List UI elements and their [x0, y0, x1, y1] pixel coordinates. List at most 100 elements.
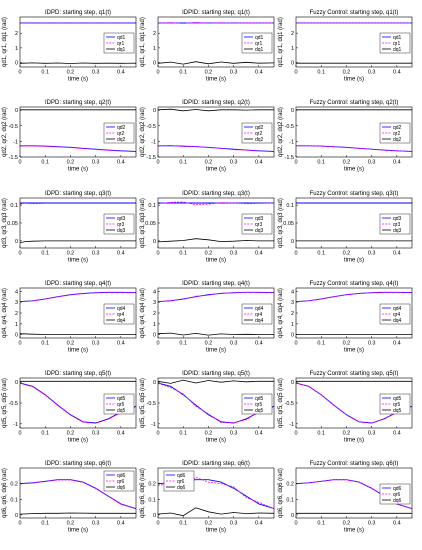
- x-tick-label: 0.4: [393, 70, 401, 76]
- chart-panel-4: IDPD: starting step, q2(t) 0 0.1 0.2 0.3 0.4 0…: [2, 100, 137, 173]
- x-tick-label: 0.1: [41, 521, 49, 527]
- x-tick-label: 0: [156, 251, 159, 257]
- x-tick-label: 0.1: [41, 70, 49, 76]
- legend-box: [241, 303, 273, 325]
- y-axis-label: qd6, qr6, dq6 (rad): [140, 468, 146, 518]
- legend-label: qd5: [393, 396, 402, 402]
- x-tick-label: 0.3: [230, 431, 238, 437]
- x-axis-label: time (s): [344, 167, 364, 173]
- y-tick-label: -0.5: [9, 401, 18, 407]
- y-axis-label: qd5, qr5, dq5 (rad): [2, 378, 8, 428]
- x-tick-label: 0.1: [41, 251, 49, 257]
- legend-box: [103, 303, 135, 325]
- x-axis-label: time (s): [206, 438, 226, 444]
- series-line-qd4: [20, 291, 136, 303]
- y-tick-label: 0.1: [286, 497, 294, 503]
- chart-panel-3: Fuzzy Control: starting step, q1(t) 0 0.1 0…: [278, 10, 413, 83]
- legend-box: [379, 213, 411, 235]
- legend-box: [241, 122, 273, 144]
- x-tick-label: 0.4: [117, 160, 125, 166]
- x-tick-label: 0: [156, 521, 159, 527]
- x-tick-label: 0.1: [179, 160, 187, 166]
- series-line-qr3: [20, 202, 136, 205]
- x-tick-label: 0.3: [230, 160, 238, 166]
- y-axis-label: qd2, qr2, dq2 (rad): [140, 107, 146, 157]
- chart-panel-7: IDPD: starting step, q3(t) 0 0.1 0.2 0.3 0.4 0…: [2, 191, 137, 264]
- legend-label: qr3: [255, 222, 262, 228]
- y-tick-label: 0.1: [10, 497, 18, 503]
- legend-label: qd3: [255, 216, 264, 222]
- chart-title: Fuzzy Control: starting step, q6(t): [310, 461, 399, 467]
- legend-box: [379, 483, 411, 505]
- y-axis-label: qd6, qr6, dq6 (rad): [278, 468, 284, 518]
- legend-label: qd2: [393, 125, 402, 131]
- x-tick-label: 0.1: [41, 341, 49, 347]
- legend-box: [103, 32, 135, 54]
- y-tick-label: 4: [291, 289, 294, 295]
- series-line-dq4: [20, 333, 136, 335]
- x-tick-label: 0.2: [205, 251, 213, 257]
- chart-title: IDPD: starting step, q2(t): [45, 100, 111, 106]
- y-tick-label: 0: [15, 513, 18, 519]
- x-tick-label: 0.1: [317, 251, 325, 257]
- x-tick-label: 0: [294, 431, 297, 437]
- y-tick-label: 0: [153, 61, 156, 67]
- legend-label: dq5: [255, 408, 264, 414]
- x-tick-label: 0: [18, 521, 21, 527]
- y-tick-label: -0.5: [147, 401, 156, 407]
- series-line-qd4: [296, 291, 412, 303]
- legend-label: dq6: [393, 498, 402, 504]
- x-tick-label: 0.4: [393, 431, 401, 437]
- legend-label: qr2: [393, 131, 400, 137]
- legend-label: dq3: [255, 228, 264, 234]
- y-tick-label: -1.5: [285, 155, 294, 161]
- y-tick-label: 0.1: [148, 497, 156, 503]
- y-tick-label: 0.2: [10, 482, 18, 488]
- plot-frame: [19, 467, 137, 519]
- x-tick-label: 0.3: [92, 341, 100, 347]
- legend-label: qr1: [393, 41, 400, 47]
- legend-box: [241, 393, 273, 415]
- series-line-qd2: [296, 145, 412, 152]
- y-tick-label: -1.5: [147, 155, 156, 161]
- x-axis-label: time (s): [206, 167, 226, 173]
- chart-panel-15: Fuzzy Control: starting step, q5(t) 0 0.1 0…: [278, 371, 413, 444]
- series-line-dq6: [158, 507, 274, 517]
- legend-label: qr1: [255, 41, 262, 47]
- y-tick-label: -1: [289, 422, 294, 428]
- x-axis-label: time (s): [344, 77, 364, 83]
- y-tick-label: 4: [153, 289, 156, 295]
- x-tick-label: 0.1: [317, 431, 325, 437]
- plot-frame: [19, 16, 137, 68]
- legend-label: qr3: [393, 222, 400, 228]
- y-tick-label: -1: [151, 422, 156, 428]
- x-tick-label: 0: [18, 160, 21, 166]
- x-tick-label: 0.1: [179, 70, 187, 76]
- series-line-qr4: [296, 292, 412, 303]
- y-axis-label: qd2, qr2, dq2 (rad): [2, 107, 8, 157]
- series-line-dq5: [158, 379, 274, 384]
- y-tick-label: -0.5: [147, 124, 156, 130]
- legend-box: [241, 213, 273, 235]
- x-tick-label: 0: [18, 341, 21, 347]
- y-tick-label: -1: [13, 139, 18, 145]
- chart-title: IDPD: starting step, q3(t): [45, 191, 111, 197]
- x-tick-label: 0.4: [393, 521, 401, 527]
- legend-label: dq2: [117, 137, 126, 143]
- legend-label: qr6: [393, 492, 400, 498]
- x-axis-label: time (s): [68, 77, 88, 83]
- plot-frame: [295, 16, 413, 68]
- legend-label: qd5: [255, 396, 264, 402]
- chart-title: IDPD: starting step, q6(t): [45, 461, 111, 467]
- y-tick-label: -0.5: [285, 401, 294, 407]
- y-tick-label: 0: [291, 108, 294, 114]
